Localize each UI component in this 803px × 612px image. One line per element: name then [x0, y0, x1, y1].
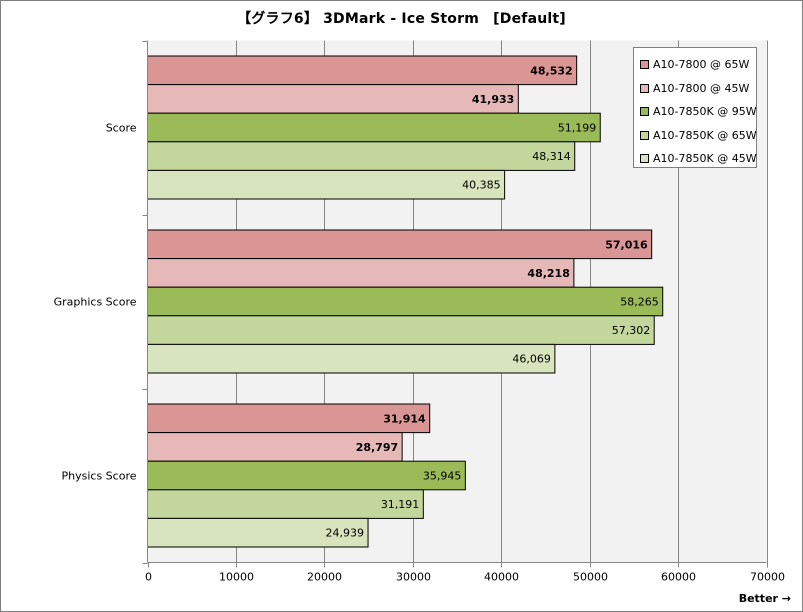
data-label: 58,265	[620, 296, 659, 309]
data-label: 35,945	[423, 470, 462, 483]
data-label: 31,914	[383, 412, 426, 425]
data-label: 57,302	[612, 324, 651, 337]
bar	[147, 112, 601, 143]
legend-item: A10-7800 @ 65W	[640, 53, 756, 77]
data-label: 40,385	[462, 179, 501, 192]
x-tick-label: 30000	[396, 571, 431, 584]
category-label: Score	[106, 122, 137, 135]
x-tick-label: 40000	[484, 571, 519, 584]
data-label: 41,933	[472, 93, 514, 106]
legend-label: A10-7800 @ 45W	[653, 81, 750, 95]
bar	[147, 169, 506, 200]
bar	[147, 84, 519, 114]
x-tick-label: 70000	[750, 571, 785, 584]
legend-swatch	[640, 60, 649, 70]
bar	[147, 141, 576, 171]
data-label: 48,532	[530, 64, 572, 77]
bar	[147, 315, 655, 345]
data-label: 51,199	[558, 122, 597, 135]
x-tick-label: 60000	[661, 571, 696, 584]
x-axis-label: Better →	[738, 592, 791, 605]
legend-swatch	[640, 83, 649, 93]
data-label: 57,016	[605, 238, 648, 251]
chart-title: 【グラフ6】 3DMark - Ice Storm [Default]	[237, 11, 566, 27]
x-tick-label: 20000	[307, 571, 342, 584]
x-tick-label: 50000	[573, 571, 608, 584]
data-label: 31,191	[381, 498, 420, 511]
legend-item: A10-7850K @ 45W	[640, 147, 757, 171]
x-tick-label: 10000	[219, 571, 254, 584]
bar	[147, 286, 664, 317]
legend-item: A10-7850K @ 65W	[640, 124, 757, 148]
bar	[147, 517, 369, 548]
legend-label: A10-7800 @ 65W	[653, 58, 750, 72]
legend-swatch	[640, 107, 649, 117]
legend-swatch	[640, 130, 649, 140]
x-tick-label: 0	[145, 571, 152, 584]
data-label: 46,069	[512, 353, 551, 366]
category-label: Physics Score	[62, 470, 137, 483]
data-label: 28,797	[356, 441, 398, 454]
legend-item: A10-7850K @ 95W	[640, 100, 757, 124]
bar	[147, 258, 575, 288]
legend-label: A10-7850K @ 45W	[653, 152, 757, 166]
data-label: 48,314	[532, 150, 571, 163]
category-label: Graphics Score	[54, 296, 137, 309]
bar	[147, 343, 556, 374]
bar	[147, 432, 403, 462]
legend-item: A10-7800 @ 45W	[640, 77, 756, 101]
legend-swatch	[640, 154, 649, 164]
bar	[147, 55, 578, 86]
chart-legend: A10-7800 @ 65W A10-7800 @ 45W A10-7850K @ …	[633, 47, 757, 168]
data-label: 48,218	[527, 267, 569, 280]
legend-label: A10-7850K @ 65W	[653, 128, 757, 142]
bar	[147, 460, 466, 491]
legend-label: A10-7850K @ 95W	[653, 105, 757, 119]
data-label: 24,939	[326, 527, 365, 540]
bar	[147, 229, 653, 260]
